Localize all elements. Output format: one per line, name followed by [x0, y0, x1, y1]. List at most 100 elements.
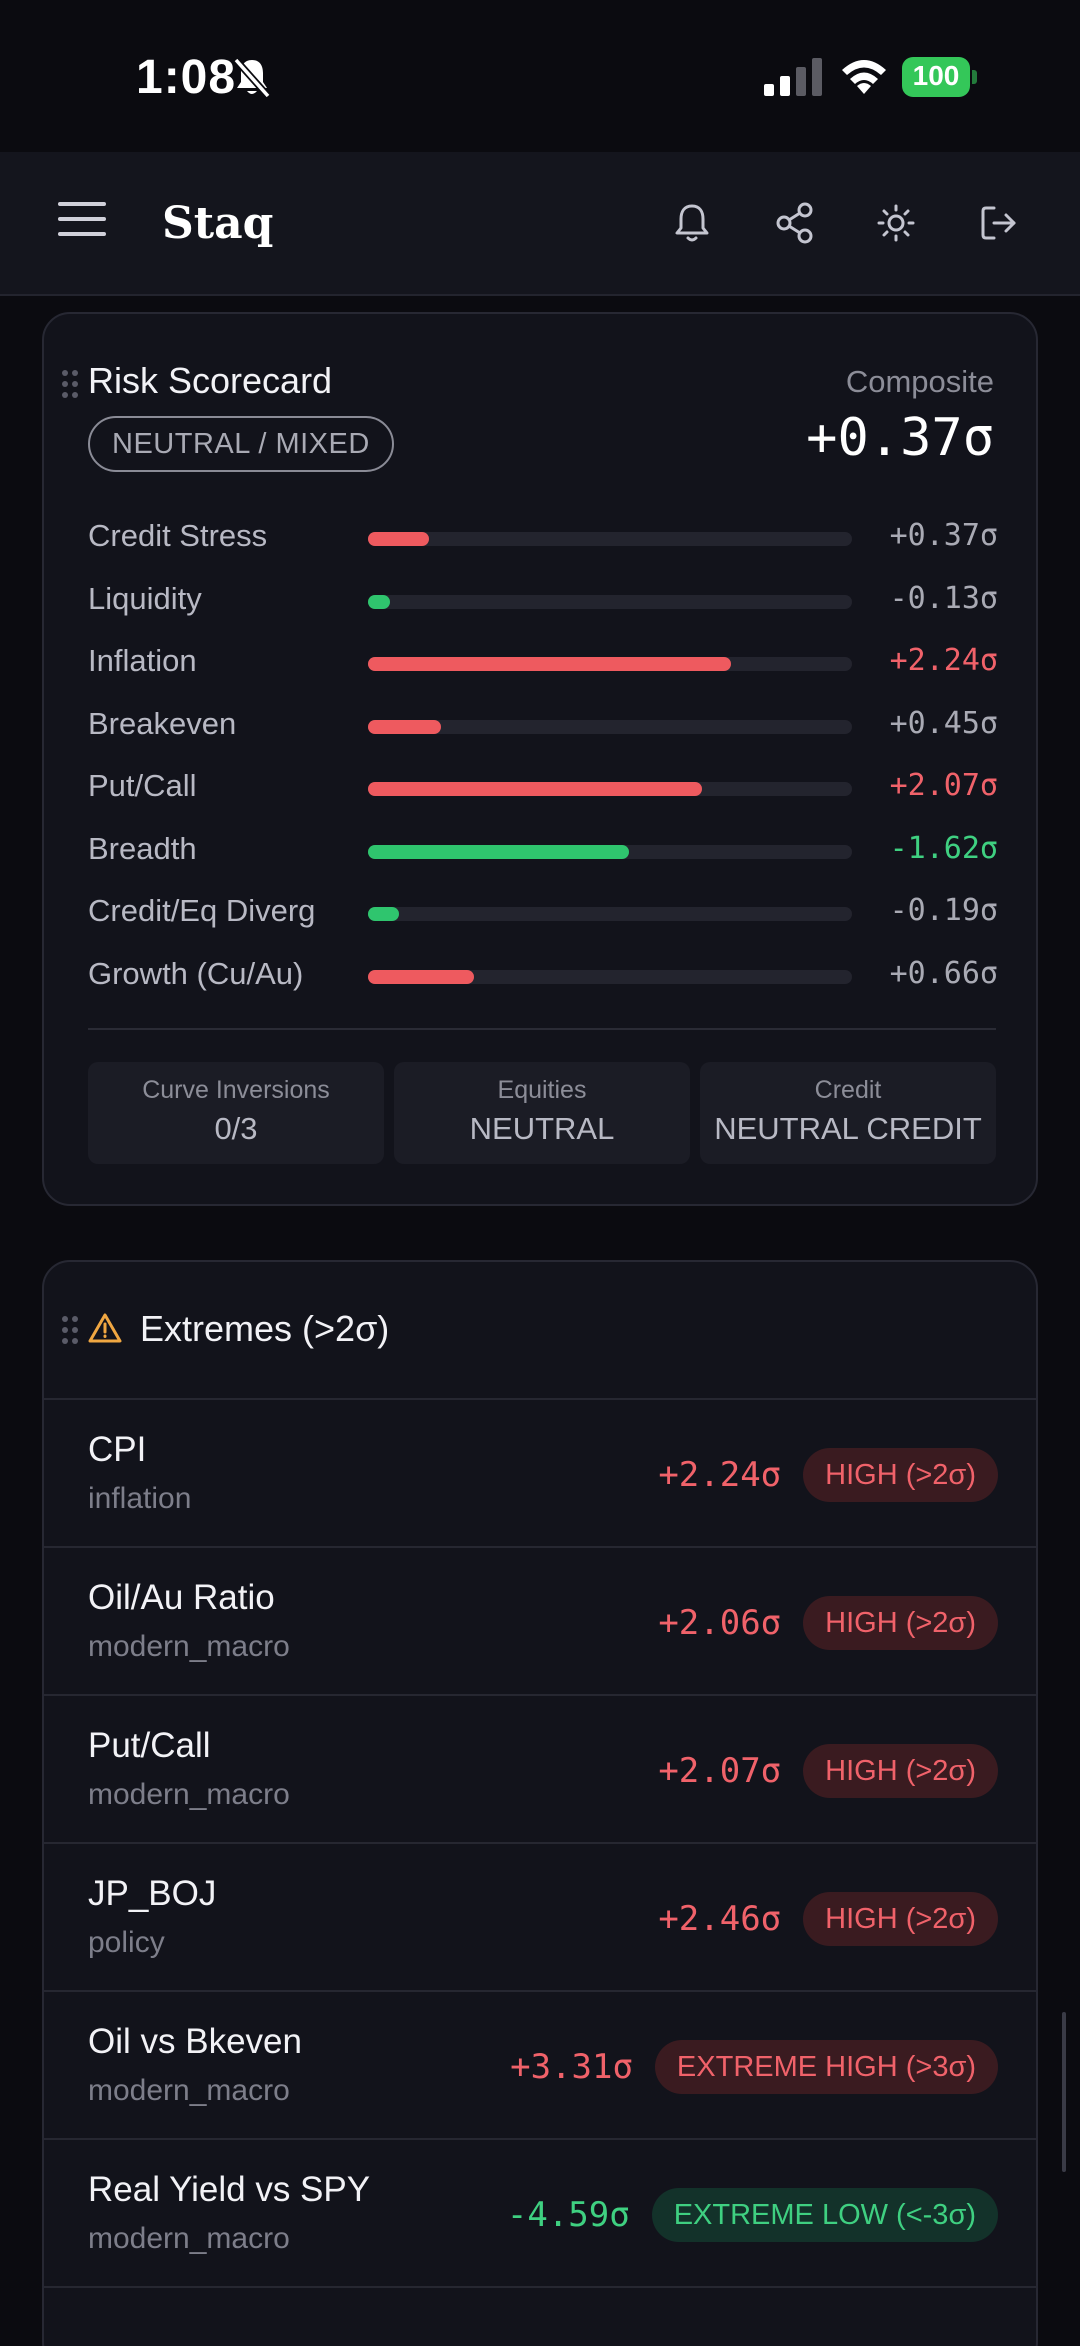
- divider: [88, 1028, 996, 1030]
- indicator-category: modern_macro: [88, 2074, 290, 2107]
- extremes-header: Extremes (>2σ): [44, 1262, 1036, 1400]
- summary-label: Credit: [814, 1076, 882, 1104]
- extreme-row[interactable]: Oil vs Bkeven modern_macro +3.31σ EXTREME H…: [44, 1992, 1036, 2140]
- summary-equities: Equities NEUTRAL: [394, 1062, 690, 1164]
- scrollbar[interactable]: [1062, 2012, 1066, 2172]
- metric-name: Inflation: [88, 643, 197, 678]
- metric-row: Breakeven +0.45σ: [88, 696, 998, 756]
- indicator-zscore: -4.59σ: [506, 2195, 630, 2235]
- drag-handle-icon[interactable]: [62, 1316, 80, 1346]
- indicator-zscore: +2.06σ: [658, 1603, 782, 1643]
- summary-curve-inversions: Curve Inversions 0/3: [88, 1062, 384, 1164]
- metric-row: Breadth -1.62σ: [88, 821, 998, 881]
- metric-name: Breakeven: [88, 705, 237, 741]
- metric-bar-track: [368, 719, 852, 734]
- metric-bar-track: [368, 907, 852, 921]
- extreme-row[interactable]: Oil/Au Ratio modern_macro +2.06σ HIGH (>2σ): [44, 1548, 1036, 1696]
- battery-icon: 100: [902, 57, 978, 97]
- metric-value: +0.37σ: [889, 518, 998, 553]
- indicator-name: Real Yield vs SPY: [88, 2170, 371, 2209]
- drag-handle-icon[interactable]: [62, 370, 80, 400]
- metric-bar-track: [368, 657, 852, 671]
- metric-name: Credit Stress: [88, 518, 268, 553]
- metric-name: Breadth: [88, 830, 197, 866]
- metric-row: Put/Call +2.07σ: [88, 758, 998, 818]
- wifi-icon: [842, 60, 886, 94]
- metric-row: Credit Stress +0.37σ: [88, 508, 998, 568]
- metric-bar-fill: [368, 844, 630, 859]
- metric-name: Liquidity: [88, 580, 202, 616]
- status-bar: 1:08 100: [0, 0, 1080, 152]
- metric-bar-fill: [368, 969, 475, 984]
- summary-value: NEUTRAL CREDIT: [714, 1111, 982, 1146]
- menu-icon[interactable]: [58, 202, 106, 242]
- indicator-category: modern_macro: [88, 1630, 290, 1663]
- metric-value: +0.45σ: [889, 705, 998, 741]
- bell-icon[interactable]: [667, 198, 717, 248]
- metric-row: Growth (Cu/Au) +0.66σ: [88, 946, 998, 1006]
- metric-value: -0.13σ: [889, 580, 998, 616]
- app-header: Staq: [0, 152, 1080, 296]
- metric-row: Liquidity -0.13σ: [88, 571, 998, 631]
- extremes-title: Extremes (>2σ): [140, 1308, 390, 1349]
- app-brand[interactable]: Staq: [162, 198, 274, 249]
- indicator-category: modern_macro: [88, 2222, 290, 2255]
- extreme-badge: HIGH (>2σ): [803, 1448, 998, 1502]
- extreme-badge: EXTREME HIGH (>3σ): [654, 2040, 998, 2094]
- indicator-category: inflation: [88, 1482, 192, 1515]
- bell-muted-icon: [233, 57, 271, 99]
- metric-bar-track: [368, 844, 852, 859]
- extreme-row[interactable]: Put/Call modern_macro +2.07σ HIGH (>2σ): [44, 1696, 1036, 1844]
- regime-badge: NEUTRAL / MIXED: [88, 416, 394, 472]
- metric-bar-track: [368, 969, 852, 984]
- extremes-card: Extremes (>2σ) CPI inflation +2.24σ HIGH (>…: [42, 1260, 1038, 2346]
- summary-value: 0/3: [214, 1111, 258, 1146]
- summary-value: NEUTRAL: [469, 1111, 615, 1146]
- logout-icon[interactable]: [974, 198, 1024, 248]
- indicator-name: Put/Call: [88, 1726, 211, 1765]
- indicator-category: modern_macro: [88, 1778, 290, 1811]
- battery-level: 100: [912, 60, 960, 91]
- warning-icon: [88, 1313, 122, 1343]
- extreme-badge: HIGH (>2σ): [803, 1892, 998, 1946]
- sun-icon[interactable]: [871, 198, 921, 248]
- indicator-category: policy: [88, 1926, 165, 1959]
- summary-credit: Credit NEUTRAL CREDIT: [700, 1062, 996, 1164]
- metric-bar-track: [368, 594, 852, 609]
- extreme-badge: HIGH (>2σ): [803, 1744, 998, 1798]
- metric-name: Growth (Cu/Au): [88, 955, 304, 991]
- indicator-name: Oil vs Bkeven: [88, 2022, 302, 2061]
- indicator-name: JP_BOJ: [88, 1874, 217, 1913]
- indicator-zscore: +2.07σ: [658, 1751, 782, 1791]
- metric-bar-fill: [368, 657, 731, 671]
- metric-bar-track: [368, 782, 852, 796]
- metric-bar-track: [368, 532, 852, 546]
- extreme-row[interactable]: Real Yield vs SPY modern_macro -4.59σ EXTRE…: [44, 2140, 1036, 2288]
- metric-name: Put/Call: [88, 768, 197, 803]
- metric-row: Inflation +2.24σ: [88, 633, 998, 693]
- status-time: 1:08: [136, 51, 237, 104]
- metric-value: +2.24σ: [889, 643, 998, 678]
- metric-value: +0.66σ: [889, 955, 998, 991]
- summary-label: Equities: [497, 1076, 587, 1104]
- risk-scorecard-title: Risk Scorecard: [88, 360, 333, 401]
- share-icon[interactable]: [770, 198, 820, 248]
- metric-value: +2.07σ: [889, 768, 998, 803]
- indicator-zscore: +3.31σ: [510, 2047, 633, 2087]
- indicator-zscore: +2.24σ: [658, 1455, 782, 1495]
- metric-bar-fill: [368, 532, 429, 546]
- metric-row: Credit/Eq Diverg -0.19σ: [88, 883, 998, 943]
- metric-name: Credit/Eq Diverg: [88, 893, 316, 928]
- metric-bar-fill: [368, 719, 441, 734]
- summary-label: Curve Inversions: [142, 1076, 330, 1104]
- risk-scorecard-card: Risk Scorecard NEUTRAL / MIXED Composite…: [42, 312, 1038, 1206]
- composite-value: +0.37σ: [806, 408, 994, 468]
- extreme-row[interactable]: CPI inflation +2.24σ HIGH (>2σ): [44, 1400, 1036, 1548]
- indicator-zscore: +2.46σ: [658, 1899, 782, 1939]
- cellular-signal-icon: [764, 58, 822, 96]
- metric-bar-fill: [368, 782, 702, 796]
- metric-bar-fill: [368, 594, 390, 609]
- metric-value: -0.19σ: [889, 893, 998, 928]
- metric-bar-fill: [368, 907, 400, 921]
